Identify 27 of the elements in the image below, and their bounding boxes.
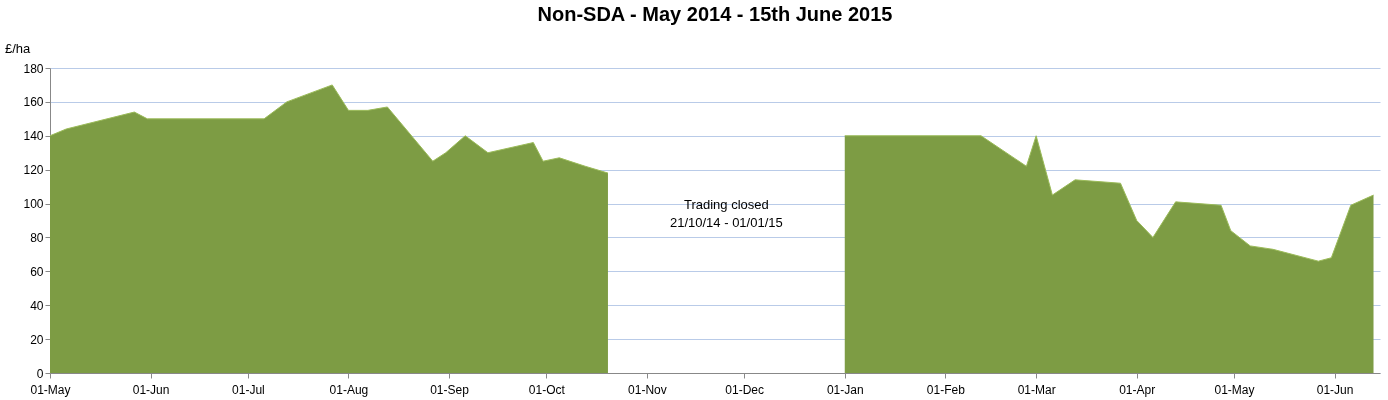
y-axis-title: £/ha bbox=[5, 41, 32, 56]
y-tick-label: 120 bbox=[23, 163, 44, 178]
y-tick-label: 140 bbox=[23, 129, 44, 144]
y-tick-label: 100 bbox=[23, 197, 44, 212]
x-tick-label: 01-Sep bbox=[430, 382, 470, 397]
y-tick-label: 20 bbox=[30, 332, 44, 347]
x-tick-label: 01-Aug bbox=[329, 382, 369, 397]
x-tick-label: 01-Feb bbox=[926, 382, 966, 397]
x-tick-label: 01-Nov bbox=[628, 382, 667, 397]
x-tick-label: 01-Oct bbox=[528, 382, 566, 397]
y-tick-label: 0 bbox=[36, 366, 44, 381]
chart-title: Non-SDA - May 2014 - 15th June 2015 bbox=[537, 3, 893, 25]
x-tick-label: 01-Jun bbox=[1316, 382, 1354, 397]
annotation: Trading closed 21/10/14 - 01/01/15 bbox=[669, 197, 783, 231]
x-tick-label: 01-Apr bbox=[1119, 382, 1156, 397]
y-tick-label: 160 bbox=[23, 95, 44, 110]
y-tick-label: 80 bbox=[30, 230, 44, 245]
x-tick-label: 01-Dec bbox=[725, 382, 765, 397]
y-tick-label: 40 bbox=[30, 298, 44, 313]
x-tick-label: 01-Jan bbox=[826, 382, 864, 397]
x-tick-label: 01-Mar bbox=[1017, 382, 1056, 397]
y-tick-label: 180 bbox=[23, 61, 44, 76]
x-tick-label: 01-May bbox=[30, 382, 71, 397]
x-tick-label: 01-Jun bbox=[132, 382, 170, 397]
y-tick-label: 60 bbox=[30, 264, 44, 279]
x-tick-label: 01-May bbox=[1214, 382, 1255, 397]
x-tick-label: 01-Jul bbox=[232, 382, 265, 397]
